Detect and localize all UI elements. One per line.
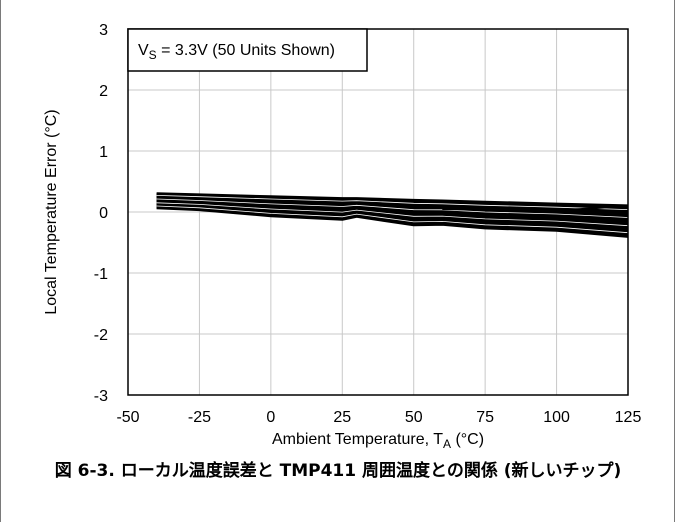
y-tick-label: -3 [94,388,108,405]
y-tick-label: -2 [94,327,108,344]
x-tick-label: 100 [543,409,570,426]
annotation-box: VS = 3.3V (50 Units Shown) [127,28,368,72]
y-tick-label: 1 [99,144,108,161]
series-line [156,192,629,208]
figure-caption: 図 6-3. ローカル温度誤差と TMP411 周囲温度との関係 (新しいチップ… [54,461,622,481]
x-tick-label: 25 [333,409,351,426]
x-tick-label: 75 [476,409,494,426]
y-axis-label: Local Temperature Error (°C) [43,109,60,314]
series-line-highlight [156,198,629,218]
x-tick-labels: -50 -25 0 25 50 75 100 125 [116,409,641,426]
plot-border [127,28,629,396]
x-tick-label: 50 [405,409,423,426]
x-tick-label: -25 [188,409,211,426]
y-tick-label: 2 [99,83,108,100]
series-line-highlight [156,195,629,210]
x-axis-label: Ambient Temperature, TA (°C) [272,431,484,451]
series-line-highlight [156,202,629,227]
x-tick-label: -50 [116,409,139,426]
series-line-highlight [156,205,629,234]
chart-svg: -50 -25 0 25 50 75 100 125 3 2 1 0 -1 -2 -3 VS = 3.3V… [43,22,641,451]
annotation-text: VS = 3.3V (50 Units Shown) [138,42,335,62]
y-tick-label: 0 [99,205,108,222]
x-tick-label: 0 [266,409,275,426]
y-tick-label: -1 [94,266,108,283]
series-group [156,192,629,238]
series-line-outlier [442,204,629,212]
y-tick-label: 3 [99,22,108,39]
annotation-rect [127,28,368,72]
y-tick-labels: 3 2 1 0 -1 -2 -3 [94,22,108,405]
x-tick-label: 125 [615,409,642,426]
